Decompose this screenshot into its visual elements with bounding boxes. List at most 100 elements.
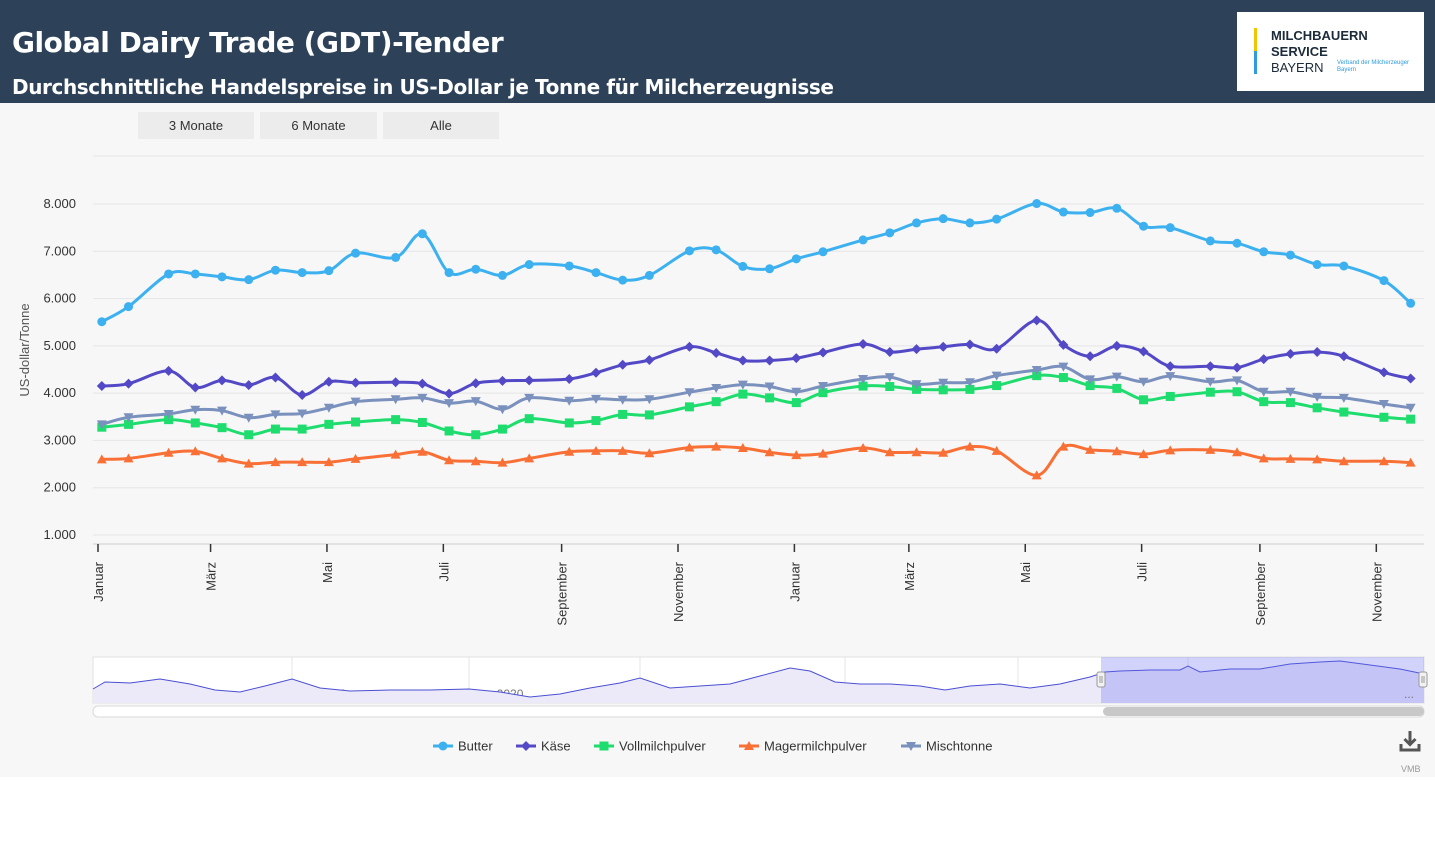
data-point-mischtonne[interactable] xyxy=(1338,393,1349,403)
data-point-magermilchpulver[interactable] xyxy=(96,454,107,464)
series-line-vollmilchpulver[interactable] xyxy=(101,373,1411,437)
data-point-kaese[interactable] xyxy=(564,373,575,384)
data-point-butter[interactable] xyxy=(1032,199,1042,209)
data-point-kaese[interactable] xyxy=(190,382,201,393)
data-point-vollmilchpulver[interactable] xyxy=(644,410,654,420)
data-point-vollmilchpulver[interactable] xyxy=(190,418,200,428)
data-point-vollmilchpulver[interactable] xyxy=(1165,391,1175,401)
data-point-butter[interactable] xyxy=(1285,250,1295,260)
data-point-kaese[interactable] xyxy=(524,375,535,386)
data-point-mischtonne[interactable] xyxy=(1138,377,1149,387)
navigator-handle[interactable] xyxy=(1418,671,1428,688)
data-point-kaese[interactable] xyxy=(644,355,655,366)
data-point-butter[interactable] xyxy=(1406,298,1416,308)
data-point-butter[interactable] xyxy=(324,266,334,276)
data-point-mischtonne[interactable] xyxy=(243,413,254,423)
data-point-mischtonne[interactable] xyxy=(711,383,722,393)
legend-marker-vollmilchpulver[interactable] xyxy=(599,741,609,751)
data-point-mischtonne[interactable] xyxy=(884,373,895,383)
data-point-butter[interactable] xyxy=(1232,238,1242,248)
data-point-mischtonne[interactable] xyxy=(764,382,775,392)
data-point-butter[interactable] xyxy=(684,246,694,256)
data-point-mischtonne[interactable] xyxy=(350,397,361,407)
data-point-kaese[interactable] xyxy=(1205,361,1216,372)
data-point-mischtonne[interactable] xyxy=(323,403,334,413)
legend-item-vollmilchpulver[interactable]: Vollmilchpulver xyxy=(594,739,706,754)
data-point-vollmilchpulver[interactable] xyxy=(244,430,254,440)
data-point-mischtonne[interactable] xyxy=(737,380,748,390)
data-point-vollmilchpulver[interactable] xyxy=(1312,403,1322,413)
data-point-magermilchpulver[interactable] xyxy=(1338,456,1349,466)
data-point-mischtonne[interactable] xyxy=(1405,403,1416,413)
legend-label[interactable]: Butter xyxy=(458,739,493,754)
data-point-vollmilchpulver[interactable] xyxy=(564,418,574,428)
data-point-kaese[interactable] xyxy=(1232,362,1243,373)
data-point-kaese[interactable] xyxy=(417,378,428,389)
data-point-magermilchpulver[interactable] xyxy=(884,447,895,457)
data-point-butter[interactable] xyxy=(270,265,280,275)
range-button-6-months[interactable]: 6 Monate xyxy=(260,112,377,139)
data-point-magermilchpulver[interactable] xyxy=(590,445,601,455)
data-point-vollmilchpulver[interactable] xyxy=(444,426,454,436)
range-button-all[interactable]: Alle xyxy=(383,112,499,139)
data-point-vollmilchpulver[interactable] xyxy=(711,397,721,407)
data-point-mischtonne[interactable] xyxy=(190,405,201,415)
data-point-mischtonne[interactable] xyxy=(497,405,508,415)
data-point-mischtonne[interactable] xyxy=(417,393,428,403)
data-point-vollmilchpulver[interactable] xyxy=(1205,387,1215,397)
data-point-magermilchpulver[interactable] xyxy=(524,453,535,463)
legend-label[interactable]: Mischtonne xyxy=(926,739,992,754)
data-point-kaese[interactable] xyxy=(711,347,722,358)
data-point-butter[interactable] xyxy=(497,270,507,280)
data-point-mischtonne[interactable] xyxy=(1165,372,1176,382)
data-point-butter[interactable] xyxy=(244,275,254,285)
legend-item-magermilchpulver[interactable]: Magermilchpulver xyxy=(739,739,867,754)
series-line-kaese[interactable] xyxy=(101,318,1411,397)
data-point-magermilchpulver[interactable] xyxy=(470,456,481,466)
data-point-mischtonne[interactable] xyxy=(1205,377,1216,387)
data-point-kaese[interactable] xyxy=(1312,347,1323,358)
legend-label[interactable]: Käse xyxy=(541,739,571,754)
data-point-vollmilchpulver[interactable] xyxy=(684,402,694,412)
data-point-butter[interactable] xyxy=(738,261,748,271)
data-point-kaese[interactable] xyxy=(350,377,361,388)
data-point-vollmilchpulver[interactable] xyxy=(885,382,895,392)
data-point-butter[interactable] xyxy=(444,268,454,278)
data-point-butter[interactable] xyxy=(524,260,534,270)
data-point-kaese[interactable] xyxy=(163,365,174,376)
data-point-kaese[interactable] xyxy=(991,343,1002,354)
data-point-magermilchpulver[interactable] xyxy=(858,442,869,452)
data-point-kaese[interactable] xyxy=(470,378,481,389)
data-point-kaese[interactable] xyxy=(297,390,308,401)
data-point-butter[interactable] xyxy=(190,269,200,279)
data-point-mischtonne[interactable] xyxy=(96,420,107,430)
data-point-vollmilchpulver[interactable] xyxy=(324,419,334,429)
data-point-vollmilchpulver[interactable] xyxy=(911,384,921,394)
data-point-vollmilchpulver[interactable] xyxy=(858,381,868,391)
data-point-mischtonne[interactable] xyxy=(938,378,949,388)
data-point-magermilchpulver[interactable] xyxy=(1232,447,1243,457)
data-point-kaese[interactable] xyxy=(818,347,829,358)
data-point-vollmilchpulver[interactable] xyxy=(471,430,481,440)
data-point-butter[interactable] xyxy=(591,268,601,278)
legend-item-mischtonne[interactable]: Mischtonne xyxy=(901,739,992,754)
data-point-vollmilchpulver[interactable] xyxy=(1032,371,1042,381)
data-point-kaese[interactable] xyxy=(444,388,455,399)
data-point-butter[interactable] xyxy=(164,269,174,279)
data-point-kaese[interactable] xyxy=(243,380,254,391)
data-point-magermilchpulver[interactable] xyxy=(243,458,254,468)
data-point-magermilchpulver[interactable] xyxy=(270,457,281,467)
data-point-butter[interactable] xyxy=(1139,221,1149,231)
data-point-magermilchpulver[interactable] xyxy=(617,445,628,455)
data-point-kaese[interactable] xyxy=(1258,354,1269,365)
data-point-mischtonne[interactable] xyxy=(991,371,1002,381)
data-point-kaese[interactable] xyxy=(270,372,281,383)
data-point-magermilchpulver[interactable] xyxy=(1165,445,1176,455)
data-point-mischtonne[interactable] xyxy=(818,382,829,392)
data-point-butter[interactable] xyxy=(1205,236,1215,246)
data-point-butter[interactable] xyxy=(124,302,134,312)
data-point-butter[interactable] xyxy=(1058,207,1068,217)
data-point-kaese[interactable] xyxy=(884,347,895,358)
data-point-vollmilchpulver[interactable] xyxy=(124,419,134,429)
data-point-magermilchpulver[interactable] xyxy=(684,442,695,452)
